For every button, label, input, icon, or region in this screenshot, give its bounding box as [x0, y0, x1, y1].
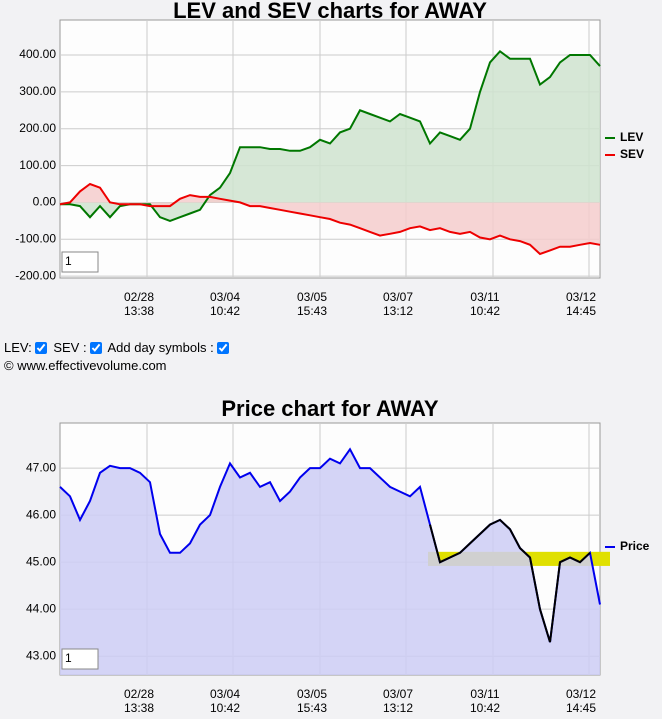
line [59, 182, 601, 256]
range-input [61, 648, 99, 670]
x-tick-label: 02/28 [124, 687, 154, 701]
x-tick-label: 13:12 [383, 304, 413, 318]
lev-label: LEV: [4, 340, 32, 355]
chart-title: Price chart for AWAY [221, 396, 439, 421]
highlight-line [429, 518, 591, 643]
y-tick-label: 43.00 [26, 648, 56, 662]
x-tick-label: 10:42 [210, 701, 240, 715]
days-label: Add day symbols : [107, 340, 214, 355]
y-tick-label: 400.00 [19, 47, 56, 61]
x-tick-label: 13:12 [383, 701, 413, 715]
y-tick-label: 100.00 [19, 158, 56, 172]
x-tick-label: 03/05 [297, 290, 327, 304]
x-tick-label: 03/12 [566, 687, 596, 701]
line [60, 49, 601, 222]
y-tick-label: 200.00 [19, 121, 56, 135]
x-tick-label: 03/11 [470, 687, 499, 701]
x-tick-label: 03/12 [566, 290, 596, 304]
y-tick-label: 0.00 [33, 195, 57, 209]
x-tick-label: 03/04 [210, 290, 240, 304]
x-tick-label: 03/07 [383, 687, 413, 701]
x-tick-label: 03/04 [210, 687, 240, 701]
y-tick-label: 45.00 [26, 554, 56, 568]
x-tick-label: 14:45 [566, 701, 596, 715]
x-tick-label: 02/28 [124, 290, 154, 304]
sev-checkbox[interactable] [89, 342, 102, 354]
legend-label: Price [620, 539, 650, 553]
x-tick-label: 15:43 [297, 304, 327, 318]
legend-label: SEV [620, 147, 644, 161]
controls: LEV: SEV : Add day symbols : [4, 340, 232, 355]
x-tick-label: 03/11 [470, 290, 499, 304]
y-tick-label: 44.00 [26, 601, 56, 615]
y-tick-label: 47.00 [26, 460, 56, 474]
copyright: © www.effectivevolume.com [4, 358, 167, 373]
y-tick-label: -100.00 [15, 231, 56, 245]
x-tick-label: 10:42 [470, 304, 500, 318]
x-tick-label: 10:42 [470, 701, 500, 715]
x-tick-label: 03/05 [297, 687, 327, 701]
lev-checkbox[interactable] [34, 342, 47, 354]
legend-label: LEV [620, 130, 643, 144]
range-input [61, 251, 99, 273]
y-tick-label: 300.00 [19, 84, 56, 98]
x-tick-label: 15:43 [297, 701, 327, 715]
area [60, 449, 600, 675]
x-tick-label: 10:42 [210, 304, 240, 318]
days-checkbox[interactable] [216, 342, 229, 354]
chart-title: LEV and SEV charts for AWAY [173, 0, 487, 23]
y-tick-label: 46.00 [26, 507, 56, 521]
x-tick-label: 03/07 [383, 290, 413, 304]
y-tick-label: -200.00 [15, 268, 56, 282]
x-tick-label: 13:38 [124, 701, 154, 715]
sev-label: SEV : [53, 340, 87, 355]
x-tick-label: 14:45 [566, 304, 596, 318]
area [60, 51, 600, 221]
range-input-value: 1 [65, 254, 72, 268]
x-tick-label: 13:38 [124, 304, 154, 318]
range-input-value: 1 [65, 651, 72, 665]
